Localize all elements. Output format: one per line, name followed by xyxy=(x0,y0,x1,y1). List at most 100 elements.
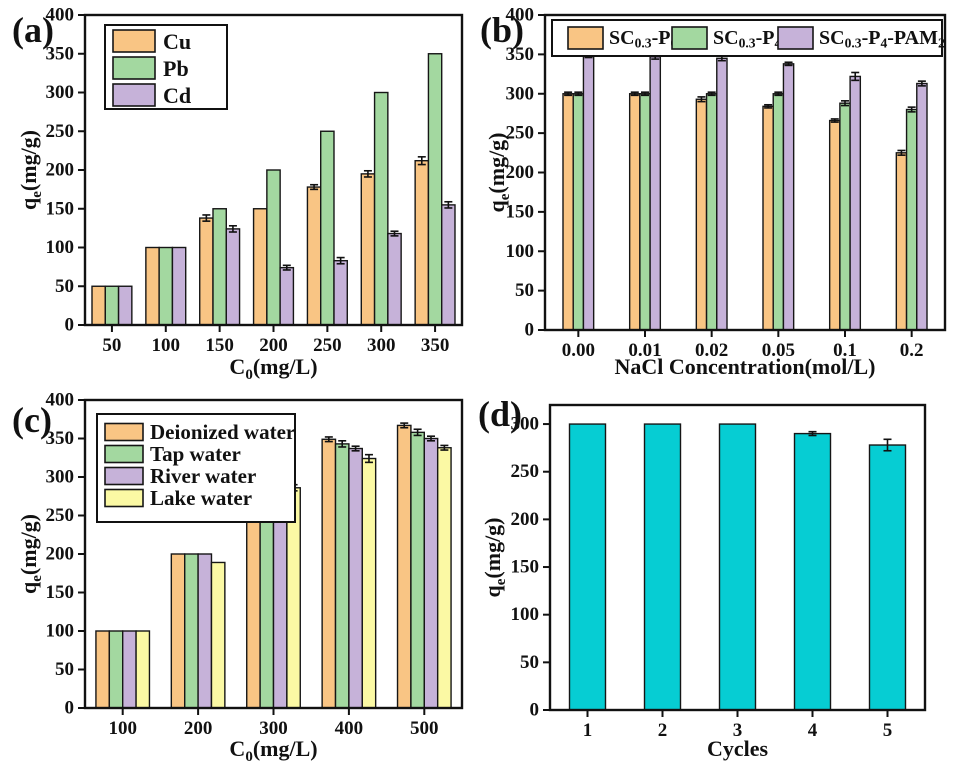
y-tick-label: 150 xyxy=(46,198,75,219)
bar-b-s2-c3 xyxy=(782,63,795,331)
legend-label: Tap water xyxy=(150,442,241,466)
bar-c-s2-c4 xyxy=(423,437,439,709)
bar-a-s0-c4 xyxy=(306,186,322,326)
bar-a-s0-c6 xyxy=(414,159,430,326)
bar-b-s0-c0 xyxy=(562,93,574,331)
y-tick-label: 0 xyxy=(525,320,535,341)
plot-frame xyxy=(83,398,464,710)
bar-c-s2-c3 xyxy=(348,447,363,709)
error-bar xyxy=(697,96,706,103)
bar-a-s0-c2 xyxy=(199,217,214,326)
bar-a-s0-c3 xyxy=(252,208,268,326)
bar-c-s3-c1 xyxy=(210,561,226,709)
bar-b-s1-c0 xyxy=(572,93,585,331)
bar-c-s3-c4 xyxy=(436,447,452,709)
legend-label: River water xyxy=(150,464,256,488)
x-tick-label: 300 xyxy=(259,718,288,739)
x-tick-label: 1 xyxy=(583,720,593,741)
y-axis-title: qe(mg/g) xyxy=(16,130,45,210)
x-tick-label: 5 xyxy=(883,720,893,741)
legend-swatch xyxy=(112,56,156,80)
error-bar xyxy=(774,91,783,97)
y-tick-label: 50 xyxy=(520,652,539,673)
bar-c-s2-c1 xyxy=(197,553,213,709)
bar-a-s1-c6 xyxy=(427,53,443,326)
y-tick-label: 300 xyxy=(511,414,540,435)
y-tick-label: 50 xyxy=(515,280,534,301)
error-bar xyxy=(390,230,399,237)
bar-c-s0-c4 xyxy=(396,424,412,709)
x-tick-label: 100 xyxy=(152,335,181,356)
x-tick-label: 4 xyxy=(808,720,818,741)
bar-a-s0-c5 xyxy=(360,173,376,326)
y-tick-label: 150 xyxy=(46,582,75,603)
error-bar xyxy=(400,422,409,429)
error-bar xyxy=(841,100,849,107)
bar-b-s0-c2 xyxy=(695,98,708,331)
legend-swatch xyxy=(112,83,156,107)
error-bar xyxy=(363,169,372,178)
bar-c-s1-c3 xyxy=(334,443,350,709)
y-tick-label: 400 xyxy=(46,390,75,411)
bar-c-s2-c0 xyxy=(121,630,137,709)
y-tick-label: 100 xyxy=(46,621,75,642)
bar-b-s2-c5 xyxy=(916,82,928,331)
error-bar xyxy=(883,438,892,452)
y-tick-label: 200 xyxy=(46,544,75,565)
bar-a-s1-c2 xyxy=(212,208,227,326)
error-bar xyxy=(851,71,860,82)
error-bar xyxy=(228,225,237,233)
bars xyxy=(568,423,907,711)
plot-frame xyxy=(543,13,947,332)
bar-a-s2-c2 xyxy=(225,228,241,326)
y-tick-label: 250 xyxy=(46,505,75,526)
error-bar xyxy=(641,91,649,97)
bar-b-s2-c0 xyxy=(582,52,595,331)
x-axis-title: Cycles xyxy=(707,736,769,761)
panel-c-label: (c) xyxy=(12,400,52,440)
bar-b-s1-c1 xyxy=(639,93,651,331)
legend-swatch xyxy=(104,422,144,442)
panel-a-label: (a) xyxy=(12,10,54,50)
x-tick-label: 0.1 xyxy=(833,340,857,361)
x-tick-label: 0.02 xyxy=(695,340,728,361)
bar-b-s1-c3 xyxy=(772,93,785,331)
y-axis-title: qe(mg/g) xyxy=(16,514,45,594)
x-tick-label: 350 xyxy=(421,335,450,356)
bar-b-s1-c2 xyxy=(705,93,718,331)
y-tick-label: 150 xyxy=(511,557,540,578)
panel-b: (b) 0 50 100 150 200 250 300 350 400 0.00 0.01 0.02… xyxy=(478,0,955,386)
x-axis-title: C0(mg/L) xyxy=(229,354,317,383)
panel-b-label: (b) xyxy=(480,10,524,50)
bar-c-s1-c0 xyxy=(108,630,124,709)
bar-c-s0-c3 xyxy=(321,438,337,709)
bar-c-s1-c4 xyxy=(410,431,426,709)
panel-d-label: (d) xyxy=(478,394,522,434)
y-tick-label: 0 xyxy=(65,698,75,719)
chart-d-svg: 0 50 100 150 200 250 300 1 2 3 4 5 Cycles qe(mg/g) xyxy=(480,403,927,761)
chart-a-svg: 0 50 100 150 200 250 300 350 400 50 100 150 200 250 30… xyxy=(16,5,464,383)
y-tick-label: 350 xyxy=(46,43,75,64)
legend-label: Deionized water xyxy=(150,420,295,444)
bar-d-s0-c2 xyxy=(718,423,757,711)
error-bar xyxy=(282,264,291,271)
y-tick-label: 200 xyxy=(506,162,535,183)
x-tick-label: 300 xyxy=(367,335,396,356)
legend-swatch xyxy=(777,26,814,50)
bar-d-s0-c1 xyxy=(643,423,682,711)
y-axis-title: qe(mg/g) xyxy=(484,132,513,212)
y-tick-label: 400 xyxy=(46,5,75,26)
x-tick-label: 0.01 xyxy=(628,340,661,361)
axes-ticks: 0 50 100 150 200 250 300 1 2 3 4 5 xyxy=(511,414,893,741)
legend-swatch xyxy=(104,488,144,508)
plot-frame xyxy=(548,403,927,712)
y-tick-label: 150 xyxy=(506,201,535,222)
bar-a-s1-c4 xyxy=(320,130,335,326)
error-bar xyxy=(784,61,793,67)
error-bar xyxy=(574,91,583,97)
bar-a-s2-c0 xyxy=(117,285,133,326)
bars xyxy=(91,53,456,326)
bar-a-s2-c1 xyxy=(171,246,187,326)
y-tick-label: 200 xyxy=(511,509,540,530)
